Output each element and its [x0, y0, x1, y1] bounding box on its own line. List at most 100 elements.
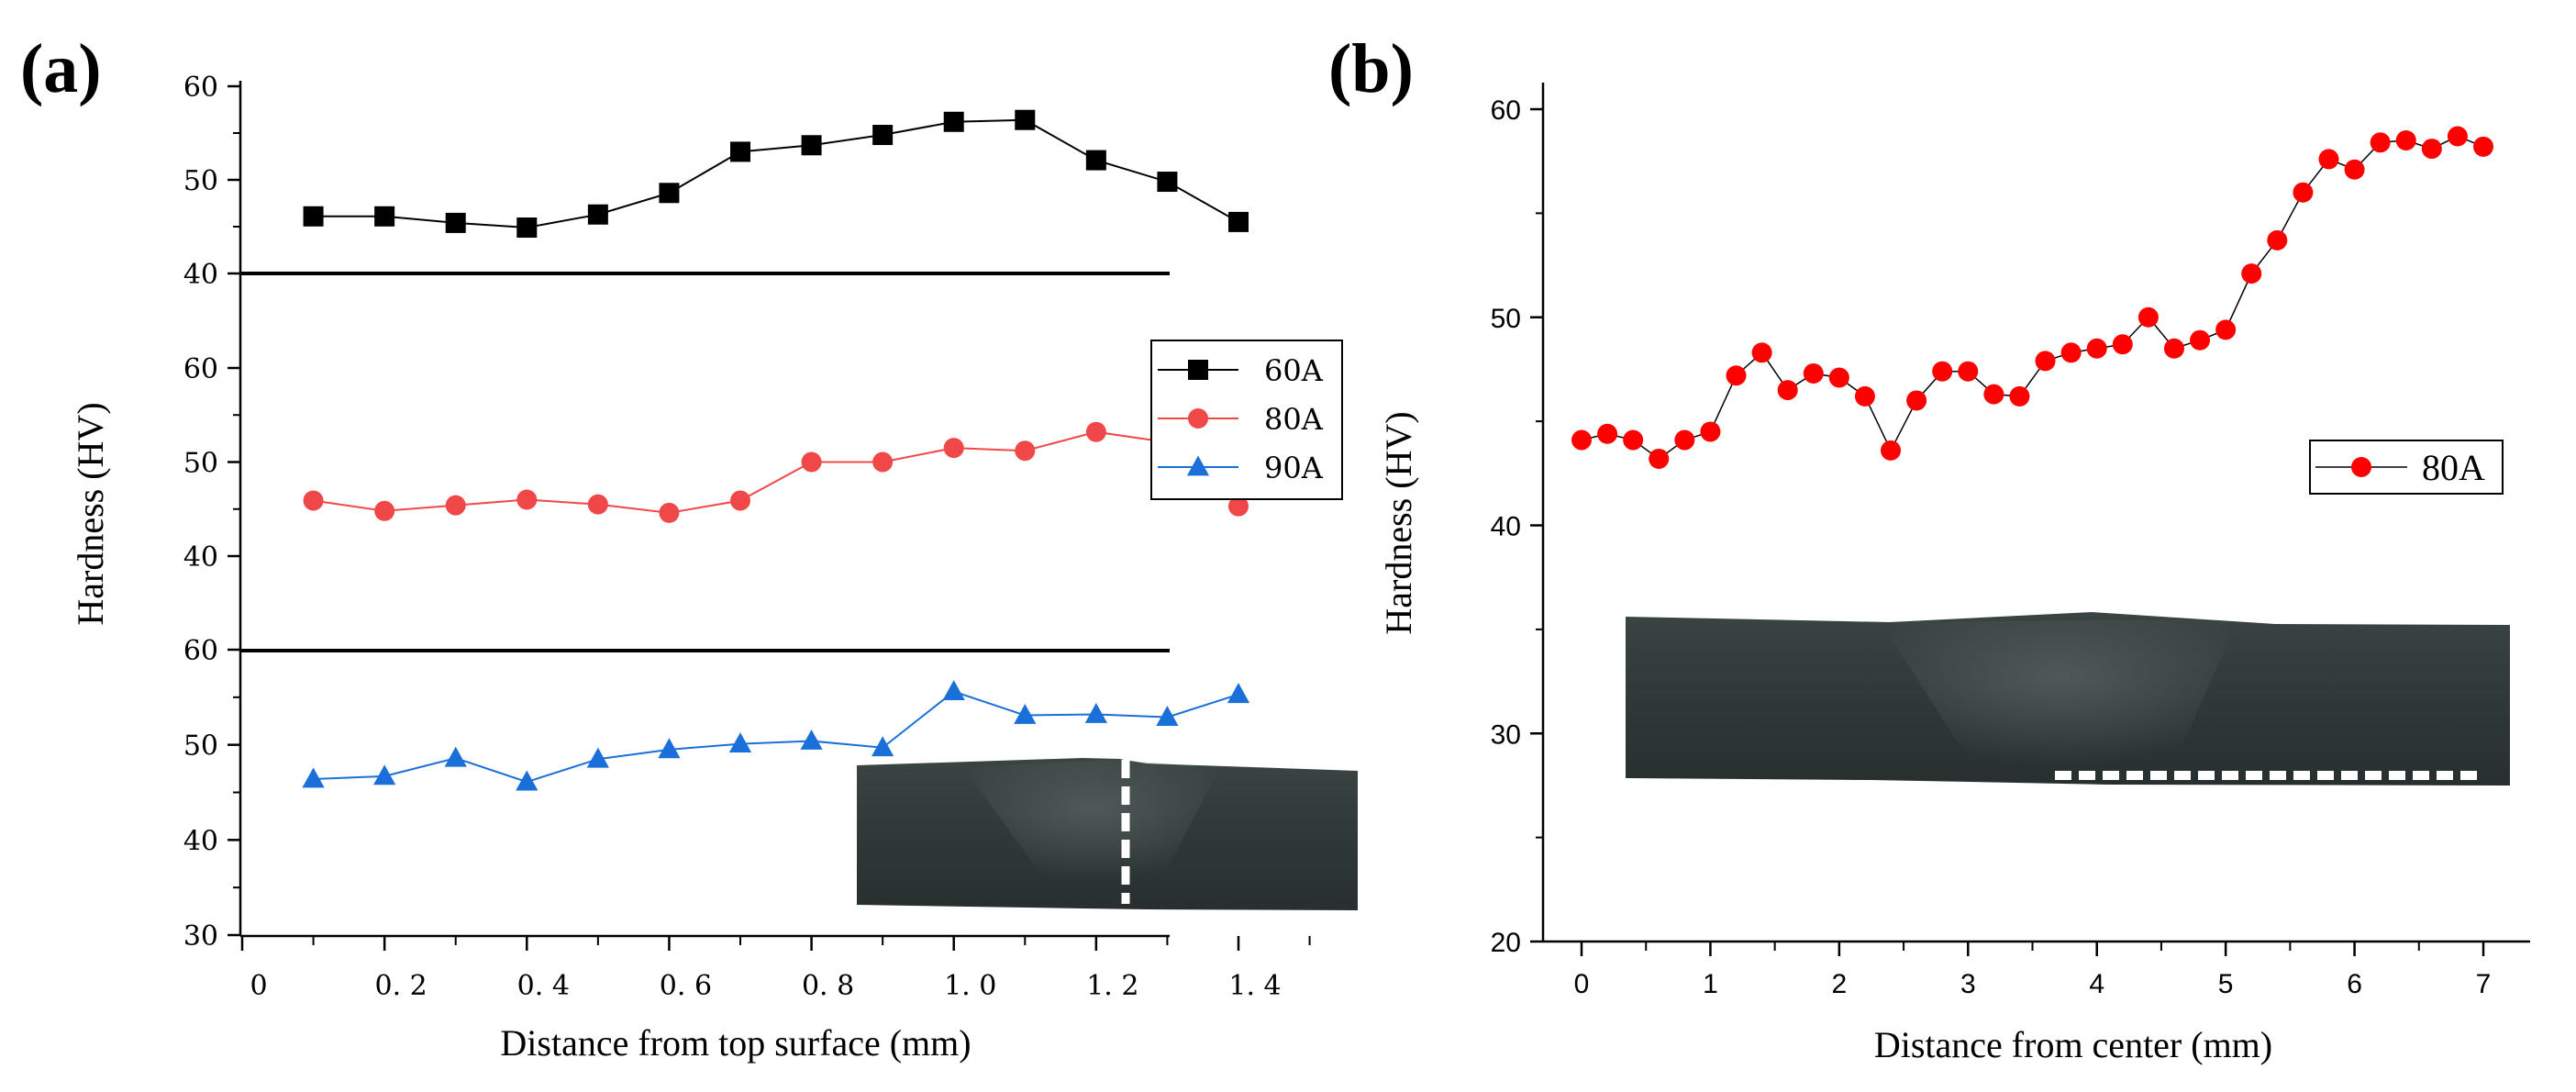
- data-point-80A-b: [1751, 342, 1772, 363]
- data-point-80A-b: [1906, 390, 1927, 411]
- legend-label-80A-b: 80A: [2422, 447, 2485, 488]
- sample-image-b: [1626, 612, 2510, 786]
- legend-marker-80A-b: [2351, 457, 2371, 477]
- y-tick-label-a: 40: [183, 825, 218, 857]
- data-point-80A: [516, 489, 538, 510]
- data-point-60A: [943, 111, 964, 132]
- data-point-60A: [1228, 211, 1249, 232]
- x-tick-label-b: 4: [2089, 969, 2104, 999]
- panel-a: 40 50 60 40 50 60 30 40 50 60 0 0. 2 0. 4 0. 6 0. 8 1. …: [70, 72, 1358, 1064]
- data-point-80A-b: [2370, 132, 2391, 153]
- data-point-80A-b: [1803, 362, 1824, 384]
- y-tick-label-a: 50: [183, 165, 218, 197]
- y-tick-label-a: 50: [183, 730, 218, 763]
- series-line-80A-b: [1581, 135, 2484, 460]
- series-line-60A: [313, 118, 1239, 229]
- x-tick-label-a: 1. 4: [1228, 970, 1281, 1002]
- data-point-80A-b: [2318, 149, 2339, 170]
- data-point-80A-b: [1881, 440, 1902, 461]
- x-tick-label-b: 3: [1960, 969, 1976, 999]
- panel-label-a: (a): [20, 30, 102, 107]
- x-tick-label-a: 0: [250, 970, 267, 1002]
- data-point-60A: [1157, 172, 1178, 193]
- data-point-90A: [658, 738, 681, 759]
- y-tick-label-b: 50: [1491, 304, 1521, 334]
- series-line-90A: [313, 690, 1239, 784]
- legend-marker-90A: [1186, 455, 1210, 476]
- data-point-80A-b: [2447, 126, 2468, 147]
- data-point-80A-b: [1623, 429, 1644, 451]
- x-tick-label-a: 0. 4: [517, 970, 570, 1002]
- x-tick-label-b: 6: [2347, 969, 2362, 999]
- data-point-80A: [303, 490, 324, 511]
- data-point-80A-b: [2473, 136, 2493, 157]
- data-point-90A: [516, 770, 539, 791]
- x-tick-label-a: 1. 0: [944, 970, 996, 1002]
- data-point-60A: [801, 135, 822, 156]
- data-point-90A: [942, 680, 965, 701]
- panel-label-b: (b): [1328, 30, 1414, 107]
- data-point-80A: [730, 490, 750, 511]
- x-tick-label-a: 0. 6: [660, 970, 712, 1002]
- data-point-80A: [801, 451, 822, 473]
- sample-image-a: [857, 758, 1358, 910]
- data-point-90A: [1014, 703, 1037, 724]
- data-point-80A-b: [2009, 385, 2030, 407]
- y-tick-label-b: 20: [1491, 928, 1521, 958]
- y-tick-label-a: 60: [183, 353, 218, 385]
- x-tick-label-b: 1: [1703, 969, 1718, 999]
- data-point-80A-b: [2395, 130, 2416, 151]
- data-point-80A: [374, 500, 395, 521]
- data-point-60A: [587, 204, 608, 225]
- data-point-60A: [303, 206, 324, 227]
- data-point-90A: [1156, 706, 1179, 727]
- data-point-80A-b: [2344, 159, 2365, 180]
- data-point-80A-b: [2293, 182, 2314, 203]
- data-point-60A: [1015, 109, 1036, 130]
- panel-b: 20 30 40 50 60 0 1 2 3 4 5 6 7 Distance from center (…: [1378, 83, 2530, 1065]
- data-point-80A-b: [1854, 385, 1875, 407]
- y-axis-title-b: Hardness (HV): [1378, 411, 1419, 634]
- legend-marker-60A: [1188, 360, 1208, 380]
- y-tick-label-a: 60: [183, 635, 218, 667]
- data-point-90A: [872, 736, 894, 757]
- x-axis-title-a: Distance from top surface (mm): [500, 1022, 971, 1064]
- data-point-80A-b: [2112, 334, 2133, 355]
- data-point-80A-b: [2086, 338, 2107, 359]
- data-point-80A: [659, 502, 680, 523]
- data-point-80A: [872, 451, 894, 473]
- data-point-80A-b: [2421, 139, 2442, 160]
- data-point-80A-b: [1597, 423, 1618, 444]
- y-tick-label-a: 50: [183, 448, 218, 480]
- data-point-80A-b: [1700, 421, 1721, 442]
- data-point-80A-b: [2035, 351, 2056, 372]
- legend-label-80A: 80A: [1264, 402, 1324, 437]
- y-tick-label-a: 40: [183, 259, 218, 291]
- x-tick-label-b: 5: [2218, 969, 2234, 999]
- data-point-80A-b: [1983, 384, 2004, 405]
- data-point-80A-b: [2241, 263, 2262, 284]
- data-point-80A-b: [1958, 361, 1979, 382]
- legend-label-90A: 90A: [1264, 451, 1324, 485]
- data-point-60A: [374, 206, 395, 227]
- series-line-80A: [313, 430, 1239, 514]
- x-tick-label-a: 0. 8: [802, 970, 854, 1002]
- data-point-80A-b: [2060, 342, 2082, 363]
- data-point-80A-b: [2267, 229, 2288, 251]
- data-point-90A: [444, 746, 467, 767]
- data-point-90A: [1084, 702, 1107, 723]
- y-tick-label-b: 60: [1491, 95, 1521, 126]
- data-point-80A: [1015, 440, 1036, 462]
- data-point-80A: [1085, 421, 1106, 442]
- data-point-90A: [302, 767, 325, 788]
- x-tick-label-b: 7: [2476, 969, 2492, 999]
- y-tick-label-a: 60: [183, 72, 218, 104]
- data-point-80A-b: [2163, 338, 2184, 359]
- y-axis-title-a: Hardness (HV): [70, 402, 111, 625]
- data-point-90A: [728, 732, 752, 753]
- x-tick-label-a: 1. 2: [1086, 970, 1138, 1002]
- data-point-80A-b: [2190, 329, 2211, 351]
- legend-label-60A: 60A: [1264, 353, 1324, 388]
- data-point-90A: [586, 747, 609, 768]
